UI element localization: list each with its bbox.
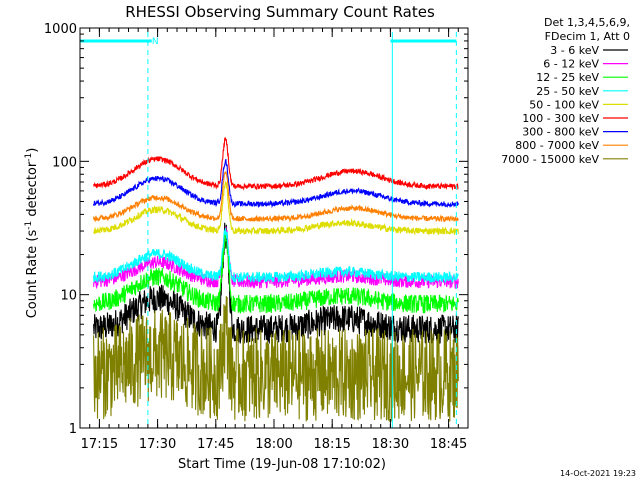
legend-label-3: 25 - 50 keV bbox=[536, 85, 599, 98]
legend-label-7: 800 - 7000 keV bbox=[515, 139, 599, 152]
legend-label-0: 3 - 6 keV bbox=[550, 44, 599, 57]
x-tick-label-4: 18:15 bbox=[313, 437, 350, 452]
x-tick-label-6: 18:45 bbox=[430, 437, 467, 452]
legend-label-6: 300 - 800 keV bbox=[522, 126, 599, 139]
x-tick-label-1: 17:30 bbox=[139, 437, 176, 452]
chart-title: RHESSI Observing Summary Count Rates bbox=[125, 3, 435, 21]
x-tick-label-0: 17:15 bbox=[81, 437, 118, 452]
legend-label-8: 7000 - 15000 keV bbox=[501, 153, 599, 166]
y-axis-label: Count Rate (s-1 detector-1) bbox=[24, 148, 40, 319]
svg-text:Count Rate (s-1 detector-1): Count Rate (s-1 detector-1) bbox=[24, 148, 40, 319]
series-line-3 bbox=[93, 227, 459, 285]
series-line-4 bbox=[93, 180, 459, 236]
y-label-part-end: ) bbox=[25, 148, 40, 153]
series-line-5 bbox=[93, 136, 459, 191]
series-line-6 bbox=[93, 158, 459, 209]
legend-label-1: 6 - 12 keV bbox=[543, 58, 599, 71]
x-tick-label-2: 17:45 bbox=[197, 437, 234, 452]
series-line-2 bbox=[93, 231, 459, 314]
legend: Det 1,3,4,5,6,9, FDecim 1, Att 0 3 - 6 k… bbox=[501, 16, 630, 166]
footer-timestamp: 14-Oct-2021 19:23 bbox=[560, 469, 636, 478]
plot-area: N 1 10 100 1000 17:15 17:30 17:45 18:00 18:15 18:3… bbox=[44, 22, 469, 452]
y-label-part-main: Count Rate (s bbox=[25, 230, 40, 319]
y-tick-label-3: 1000 bbox=[44, 22, 77, 37]
y-tick-label-2: 100 bbox=[52, 155, 77, 170]
y-tick-label-1: 10 bbox=[60, 289, 77, 304]
legend-header-1: Det 1,3,4,5,6,9, bbox=[544, 16, 630, 29]
x-axis-label: Start Time (19-Jun-08 17:10:02) bbox=[178, 457, 386, 472]
legend-header-2: FDecim 1, Att 0 bbox=[545, 30, 630, 43]
series-line-8 bbox=[93, 296, 459, 423]
marker-n: N bbox=[152, 37, 159, 47]
legend-label-2: 12 - 25 keV bbox=[536, 71, 599, 84]
legend-label-4: 50 - 100 keV bbox=[529, 98, 599, 111]
x-tick-label-5: 18:30 bbox=[372, 437, 409, 452]
series-line-7 bbox=[93, 171, 459, 223]
y-label-sup1: -1 bbox=[24, 221, 34, 230]
legend-label-5: 100 - 300 keV bbox=[522, 112, 599, 125]
series-line-0 bbox=[93, 222, 459, 344]
x-tick-label-3: 18:00 bbox=[255, 437, 292, 452]
y-label-part-mid: detector bbox=[25, 161, 40, 221]
y-label-sup2: -1 bbox=[24, 153, 34, 162]
y-tick-label-0: 1 bbox=[69, 422, 77, 437]
